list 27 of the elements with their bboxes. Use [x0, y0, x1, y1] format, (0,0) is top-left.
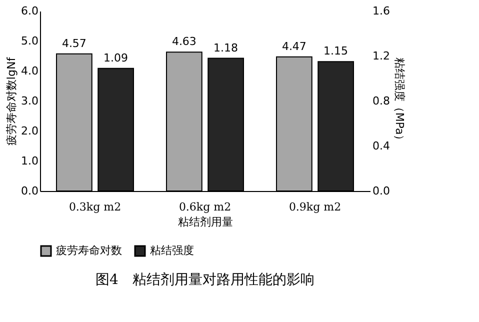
data-label: 1.09	[104, 51, 128, 64]
legend-label: 粘结强度	[150, 244, 194, 257]
y2-axis-title: 粘结强度（MPa）	[392, 57, 406, 146]
y-tick-label: 2.0	[21, 124, 38, 138]
legend-label: 疲劳寿命对数	[56, 244, 122, 257]
y-tick-label: 0.0	[21, 184, 38, 198]
data-label: 4.57	[62, 36, 86, 50]
y-tick-label: 5.0	[21, 34, 38, 48]
x-tick-label: 0.3kg m2	[68, 200, 122, 214]
data-label: 1.18	[214, 41, 238, 54]
text: 图4 粘结剂用量对路用性能的影响	[96, 272, 314, 288]
data-label: 1.15	[324, 44, 348, 58]
data-label: 4.47	[282, 40, 306, 53]
x-axis-title: 粘结剂用量	[178, 216, 233, 228]
y-tick-label: 4.0	[21, 64, 38, 78]
y2-tick-label: 0.8	[372, 94, 390, 108]
y2-tick-label: 0.4	[372, 140, 390, 152]
y2-tick-label: 1.2	[372, 50, 390, 62]
y-tick-label: 1.0	[21, 154, 38, 168]
y-axis-title: 疲劳寿命对数lgNf	[5, 56, 18, 146]
x-tick-label: 0.6kg m2	[178, 200, 232, 214]
y2-tick-label: 1.6	[372, 4, 390, 18]
y-tick-label: 3.0	[21, 94, 38, 108]
y2-tick-label: 0.0	[372, 184, 390, 198]
x-tick-label: 0.9kg m2	[288, 200, 342, 214]
y-tick-label: 6.0	[21, 4, 38, 18]
data-label: 4.63	[172, 35, 196, 48]
